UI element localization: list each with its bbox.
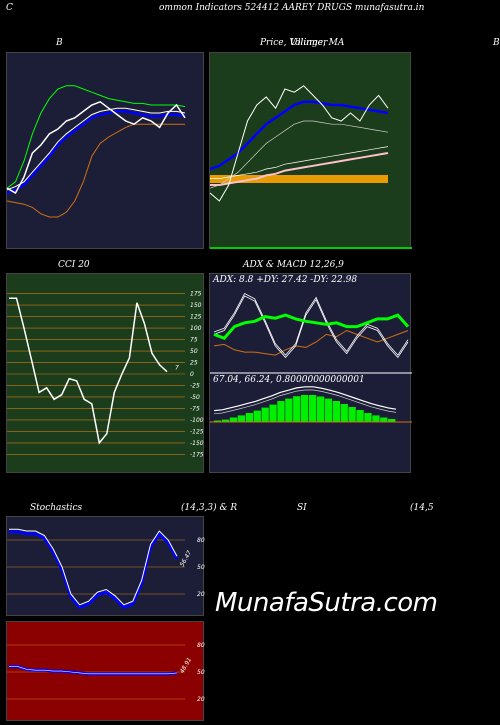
price-panel: [209, 52, 412, 249]
stoch-title-left: Stochastics: [30, 503, 83, 513]
cci-tick-label: -125: [190, 428, 204, 435]
adx-line: [213, 295, 409, 359]
macd-bar: [229, 417, 238, 422]
macd-bar: [332, 401, 340, 422]
macd-values: 67.04, 66.24, 0.80000000000001: [213, 375, 365, 385]
header-left-letter: C: [6, 3, 13, 13]
macd-bar: [293, 396, 301, 422]
cci-tick-label: 0: [190, 371, 194, 378]
stoch-tick-label: 80: [197, 537, 205, 544]
cci-tick-label: 125: [190, 314, 202, 321]
macd-bar: [356, 410, 364, 422]
macd-line: [213, 386, 397, 412]
cci-tick-label: 25: [190, 360, 198, 367]
price-ma-band: [210, 175, 388, 183]
price-ma-blue-line: [209, 100, 389, 171]
bollinger-panel: [6, 52, 204, 249]
cci-tick-label: 100: [190, 325, 202, 332]
cci-tick-label: -150: [190, 440, 204, 447]
rsi-line-overlay: [9, 666, 178, 675]
price-title-overlap: Ullinger: [290, 38, 328, 48]
macd-bar: [285, 398, 293, 422]
macd-bar: [261, 407, 269, 422]
macd-bar: [316, 396, 325, 422]
cci-tick-label: -50: [190, 394, 200, 401]
bb-upper-shadow-line: [6, 107, 186, 191]
cci-tick-label: 175: [190, 291, 202, 298]
watermark: MunafaSutra.com: [215, 588, 438, 618]
stoch-k-line: [9, 528, 178, 606]
macd-bar: [348, 407, 356, 422]
macd-bar: [340, 404, 348, 422]
rsi-panel: 80 50 20 48.91: [6, 621, 205, 721]
adx-values: ADX: 8.8 +DY: 27.42 -DY: 22.98: [213, 275, 358, 285]
stoch-tick-label: 20: [197, 591, 205, 598]
adx-panel: ADX: 8.8 +DY: 27.42 -DY: 22.98 67.04, 66…: [209, 273, 412, 473]
price-svg: [209, 85, 412, 249]
cci-tick-label: 75: [190, 337, 198, 344]
bb-middle-line: [6, 110, 186, 195]
price-line: [209, 85, 389, 202]
cci-right-label: 7: [175, 365, 179, 372]
rsi-tick-label: 50: [197, 669, 205, 676]
macd-bar: [372, 415, 380, 422]
rsi-value-label: 48.91: [179, 656, 194, 674]
adx-line-shadow: [213, 292, 409, 356]
adx-title: ADX & MACD 12,26,9: [243, 260, 344, 270]
macd-bar: [269, 404, 277, 422]
macd-bar: [309, 395, 317, 422]
adx-minus-dy-line: [213, 329, 409, 356]
rsi-svg: 80 50 20 48.91: [7, 642, 205, 703]
price-ma-pink-line: [210, 152, 389, 186]
macd-bar: [277, 401, 285, 422]
price-ma-grey-line: [209, 120, 389, 189]
macd-bar: [221, 419, 230, 422]
macd-bar: [253, 410, 261, 422]
cci-panel: 175 150 125 100 75 50 25 0 -25 -50 -75 -100 -125 -150…: [6, 273, 204, 473]
macd-bar: [245, 413, 253, 422]
bb-price-line: [6, 100, 186, 195]
price-ma-white-line: [210, 146, 389, 179]
stoch-title-mid: (14,3,3) & R: [181, 503, 238, 513]
header-title: ommon Indicators 524412 AAREY DRUGS muna…: [159, 3, 425, 13]
stoch-value-label: 56.47: [179, 549, 194, 568]
cci-title: CCI 20: [58, 260, 90, 270]
macd-bar: [301, 395, 309, 422]
rsi-tick-label: 80: [197, 642, 205, 649]
cci-tick-label: 150: [190, 302, 202, 309]
bollinger-svg: [6, 85, 186, 218]
adx-plus-dy-line: [213, 313, 410, 340]
stoch-title-right: SI: [297, 503, 307, 513]
rsi-tick-label: 20: [197, 696, 205, 703]
macd-bar: [388, 419, 396, 422]
stoch-title-far: (14,5: [410, 503, 434, 513]
cci-tick-label: -75: [190, 405, 200, 412]
right-edge-letter: B: [493, 38, 500, 48]
macd-bar: [380, 417, 388, 422]
adx-svg: [210, 292, 412, 423]
cci-tick-label: -175: [190, 451, 204, 458]
cci-tick-label: -25: [190, 382, 200, 389]
cci-svg: 175 150 125 100 75 50 25 0 -25 -50 -75 -100 -125 -150…: [7, 291, 204, 458]
stochastics-panel: 80 50 20 56.47: [6, 516, 205, 616]
macd-bar: [214, 420, 222, 422]
bb-upper-line: [6, 85, 186, 189]
macd-bar: [237, 415, 245, 422]
macd-bar: [324, 398, 333, 422]
stoch-d-line: [9, 530, 179, 610]
macd-bar: [364, 413, 372, 422]
cci-tick-label: 50: [190, 348, 198, 355]
price-title: Price, Volume, MA: [260, 38, 345, 48]
cci-tick-label: -100: [190, 417, 204, 424]
stoch-tick-label: 50: [197, 564, 205, 571]
bb-title: B: [56, 38, 63, 48]
stoch-svg: 80 50 20 56.47: [7, 528, 205, 610]
cci-line: [9, 297, 168, 445]
macd-signal-line: [213, 389, 397, 415]
